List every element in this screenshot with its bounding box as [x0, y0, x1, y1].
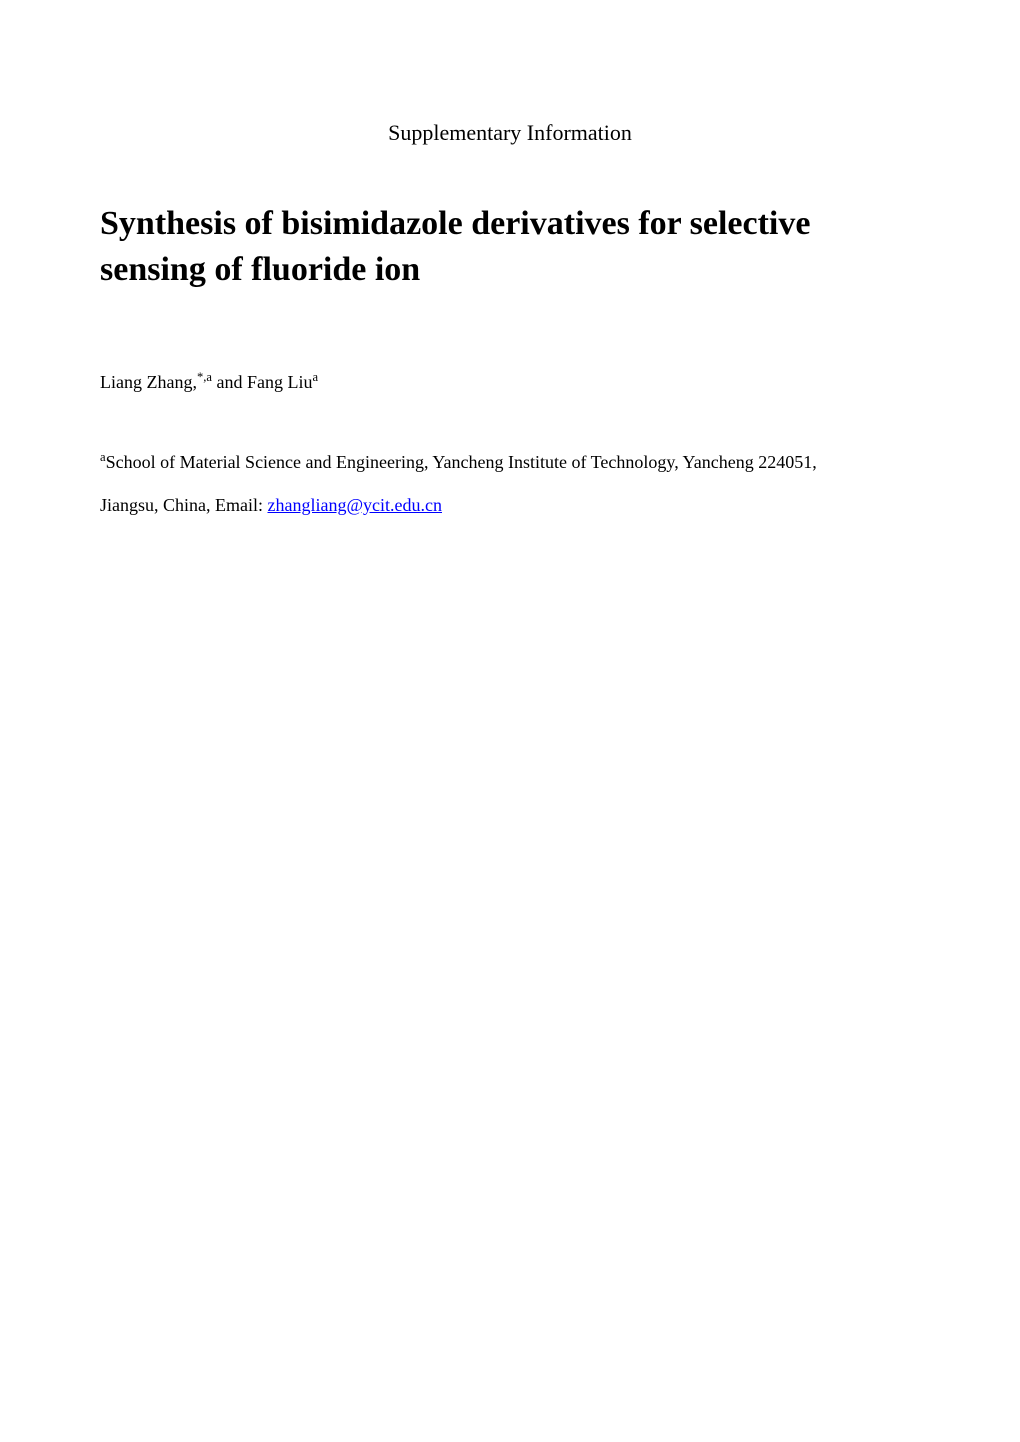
author-2-suffix: a: [313, 370, 319, 384]
paper-title: Synthesis of bisimidazole derivatives fo…: [100, 201, 920, 293]
author-1-suffix: *,a: [197, 370, 212, 384]
authors-conjunction: and: [212, 372, 247, 392]
supplementary-info-label: Supplementary Information: [100, 120, 920, 146]
authors-line: Liang Zhang,*,a and Fang Liua: [100, 368, 920, 396]
author-1-name: Liang Zhang,: [100, 372, 197, 392]
author-2-name: Fang Liu: [247, 372, 313, 392]
affiliation-line-1: aSchool of Material Science and Engineer…: [100, 441, 920, 484]
affiliation-block: aSchool of Material Science and Engineer…: [100, 441, 920, 527]
affiliation-text-2: Jiangsu, China, Email:: [100, 495, 267, 515]
affiliation-text-1: School of Material Science and Engineeri…: [106, 452, 817, 472]
affiliation-line-2: Jiangsu, China, Email: zhangliang@ycit.e…: [100, 484, 920, 527]
email-link[interactable]: zhangliang@ycit.edu.cn: [267, 495, 442, 515]
